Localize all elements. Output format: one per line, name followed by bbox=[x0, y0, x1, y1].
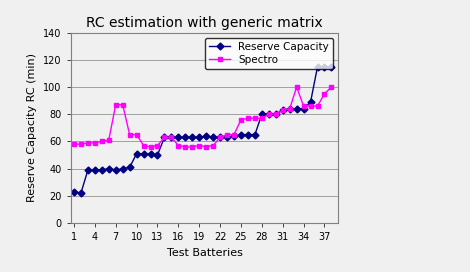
Reserve Capacity bbox=[329, 65, 334, 68]
Reserve Capacity bbox=[189, 136, 195, 139]
Spectro bbox=[301, 104, 306, 108]
Reserve Capacity bbox=[301, 107, 306, 110]
Reserve Capacity bbox=[245, 133, 251, 136]
Spectro bbox=[321, 92, 327, 95]
Reserve Capacity bbox=[266, 113, 272, 116]
Spectro bbox=[308, 104, 313, 108]
Reserve Capacity bbox=[196, 136, 202, 139]
Spectro bbox=[211, 144, 216, 147]
Spectro bbox=[175, 144, 181, 147]
Reserve Capacity bbox=[294, 107, 299, 110]
Reserve Capacity bbox=[92, 168, 98, 172]
Spectro bbox=[189, 145, 195, 149]
Spectro bbox=[120, 103, 125, 106]
Spectro bbox=[106, 138, 111, 142]
Reserve Capacity bbox=[113, 168, 118, 172]
Spectro bbox=[217, 136, 223, 139]
Spectro bbox=[162, 136, 167, 139]
Reserve Capacity bbox=[155, 153, 160, 157]
Reserve Capacity bbox=[211, 136, 216, 139]
Spectro bbox=[294, 85, 299, 89]
Reserve Capacity bbox=[71, 190, 77, 193]
Y-axis label: Reserve Capacity RC (min): Reserve Capacity RC (min) bbox=[27, 53, 38, 202]
Legend: Reserve Capacity, Spectro: Reserve Capacity, Spectro bbox=[205, 38, 333, 69]
Reserve Capacity bbox=[182, 136, 188, 139]
Spectro bbox=[329, 85, 334, 89]
Reserve Capacity bbox=[106, 167, 111, 170]
Spectro bbox=[266, 113, 272, 116]
Spectro bbox=[280, 109, 286, 112]
Line: Spectro: Spectro bbox=[71, 85, 334, 149]
Reserve Capacity bbox=[315, 65, 321, 68]
Spectro bbox=[259, 117, 265, 120]
Reserve Capacity bbox=[259, 113, 265, 116]
Spectro bbox=[99, 140, 105, 143]
Spectro bbox=[224, 133, 230, 136]
Reserve Capacity bbox=[99, 168, 105, 172]
Reserve Capacity bbox=[141, 152, 146, 155]
X-axis label: Test Batteries: Test Batteries bbox=[166, 248, 243, 258]
Spectro bbox=[238, 118, 244, 121]
Reserve Capacity bbox=[287, 107, 292, 110]
Reserve Capacity bbox=[308, 100, 313, 104]
Reserve Capacity bbox=[280, 109, 286, 112]
Spectro bbox=[287, 107, 292, 110]
Reserve Capacity bbox=[204, 134, 209, 138]
Spectro bbox=[155, 144, 160, 147]
Reserve Capacity bbox=[231, 134, 237, 138]
Reserve Capacity bbox=[238, 133, 244, 136]
Reserve Capacity bbox=[224, 136, 230, 139]
Reserve Capacity bbox=[134, 152, 140, 155]
Reserve Capacity bbox=[321, 65, 327, 68]
Reserve Capacity bbox=[273, 113, 279, 116]
Reserve Capacity bbox=[120, 167, 125, 170]
Spectro bbox=[85, 141, 91, 144]
Spectro bbox=[196, 144, 202, 147]
Spectro bbox=[78, 143, 84, 146]
Reserve Capacity bbox=[127, 166, 133, 169]
Spectro bbox=[315, 104, 321, 108]
Reserve Capacity bbox=[169, 136, 174, 139]
Reserve Capacity bbox=[252, 133, 258, 136]
Spectro bbox=[169, 136, 174, 139]
Spectro bbox=[148, 145, 153, 149]
Reserve Capacity bbox=[162, 136, 167, 139]
Reserve Capacity bbox=[217, 136, 223, 139]
Reserve Capacity bbox=[78, 191, 84, 195]
Reserve Capacity bbox=[85, 168, 91, 172]
Spectro bbox=[92, 141, 98, 144]
Spectro bbox=[245, 117, 251, 120]
Spectro bbox=[134, 133, 140, 136]
Spectro bbox=[127, 133, 133, 136]
Spectro bbox=[182, 145, 188, 149]
Reserve Capacity bbox=[148, 152, 153, 155]
Spectro bbox=[273, 113, 279, 116]
Spectro bbox=[141, 144, 146, 147]
Title: RC estimation with generic matrix: RC estimation with generic matrix bbox=[86, 16, 323, 30]
Spectro bbox=[204, 145, 209, 149]
Spectro bbox=[71, 143, 77, 146]
Spectro bbox=[113, 103, 118, 106]
Spectro bbox=[252, 117, 258, 120]
Reserve Capacity bbox=[175, 136, 181, 139]
Spectro bbox=[231, 133, 237, 136]
Line: Reserve Capacity: Reserve Capacity bbox=[71, 64, 334, 196]
